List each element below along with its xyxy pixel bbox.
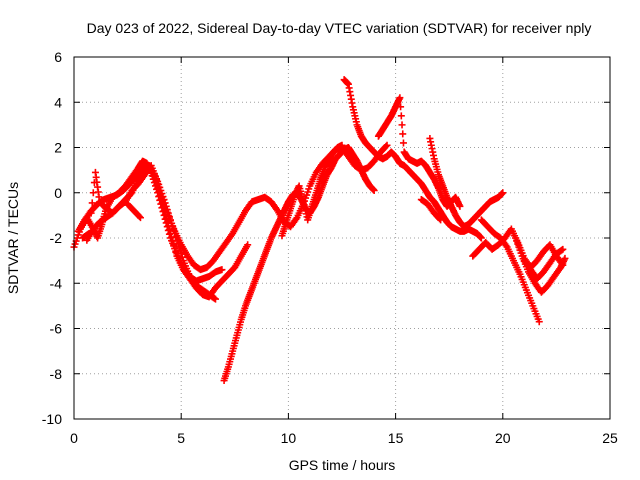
data-point [172,233,180,241]
chart-title: Day 023 of 2022, Sidereal Day-to-day VTE… [87,20,592,36]
series-arc-6 [220,144,378,385]
data-point [175,243,183,251]
data-point [561,254,569,262]
y-tick-label: 4 [54,94,62,110]
y-tick-label: -2 [50,230,63,246]
data-point [436,215,444,223]
series-arc-14 [512,234,569,296]
y-tick-label: 0 [54,185,62,201]
y-axis-label: SDTVAR / TECUs [5,182,21,294]
data-points [70,76,569,385]
data-point [399,139,407,147]
data-point [161,199,169,207]
data-point [437,216,445,224]
x-tick-label: 20 [495,430,511,446]
x-tick-label: 0 [70,430,78,446]
data-point [383,141,391,149]
data-point [456,202,464,210]
data-point [212,295,220,303]
data-point [477,234,485,242]
data-point [173,236,181,244]
data-point [370,186,378,194]
data-point [136,214,144,222]
data-point [161,211,169,219]
data-point [172,248,180,256]
data-point [170,241,178,249]
x-tick-label: 5 [177,430,185,446]
series-arc-7 [278,141,346,240]
x-tick-label: 15 [388,430,404,446]
data-point [88,199,96,207]
data-point [87,209,95,217]
series-arc-11 [417,196,445,224]
data-point [382,142,390,150]
series-arc-4 [83,162,220,303]
series-arc-15 [520,245,567,283]
data-point [535,318,543,326]
data-point [174,240,182,248]
data-point [338,141,346,149]
data-point [176,246,184,254]
series-arc-8 [340,76,485,242]
data-point [397,112,405,120]
data-point [178,253,186,261]
data-point [135,213,143,221]
data-point [177,250,185,258]
data-point [160,196,168,204]
data-point [165,213,173,221]
data-point [559,245,567,253]
data-point [502,242,510,250]
data-point [160,207,168,215]
data-point [171,229,179,237]
data-point [292,215,300,223]
series-arc-9 [374,94,464,210]
data-point [171,245,179,253]
x-axis-label: GPS time / hours [289,457,396,473]
x-tick-label: 10 [281,430,297,446]
series-arc-10 [426,134,507,231]
data-point [168,219,176,227]
data-point [218,266,226,274]
axis-ticks: 0 5 10 15 20 25 -10 -8 -6 -4 -2 0 2 4 6 [42,49,618,446]
data-point [399,130,407,138]
y-tick-label: -6 [50,321,63,337]
data-point [162,202,170,210]
data-point [164,209,172,217]
y-tick-label: -10 [42,411,62,427]
y-tick-label: -4 [50,275,63,291]
data-point [170,226,178,234]
data-point [398,121,406,129]
plot-frame [73,56,611,420]
data-point [166,216,174,224]
data-point [499,189,507,197]
data-point [163,206,171,214]
series-arc-5 [124,200,144,222]
x-tick-label: 25 [602,430,618,446]
data-point [397,103,405,111]
y-tick-label: -8 [50,366,63,382]
data-point [244,241,252,249]
data-point [169,223,177,231]
y-tick-label: 6 [54,49,62,65]
series-arc-12 [477,216,543,326]
y-tick-label: 2 [54,140,62,156]
data-point [396,94,404,102]
data-point [86,219,94,227]
grid [74,57,610,419]
